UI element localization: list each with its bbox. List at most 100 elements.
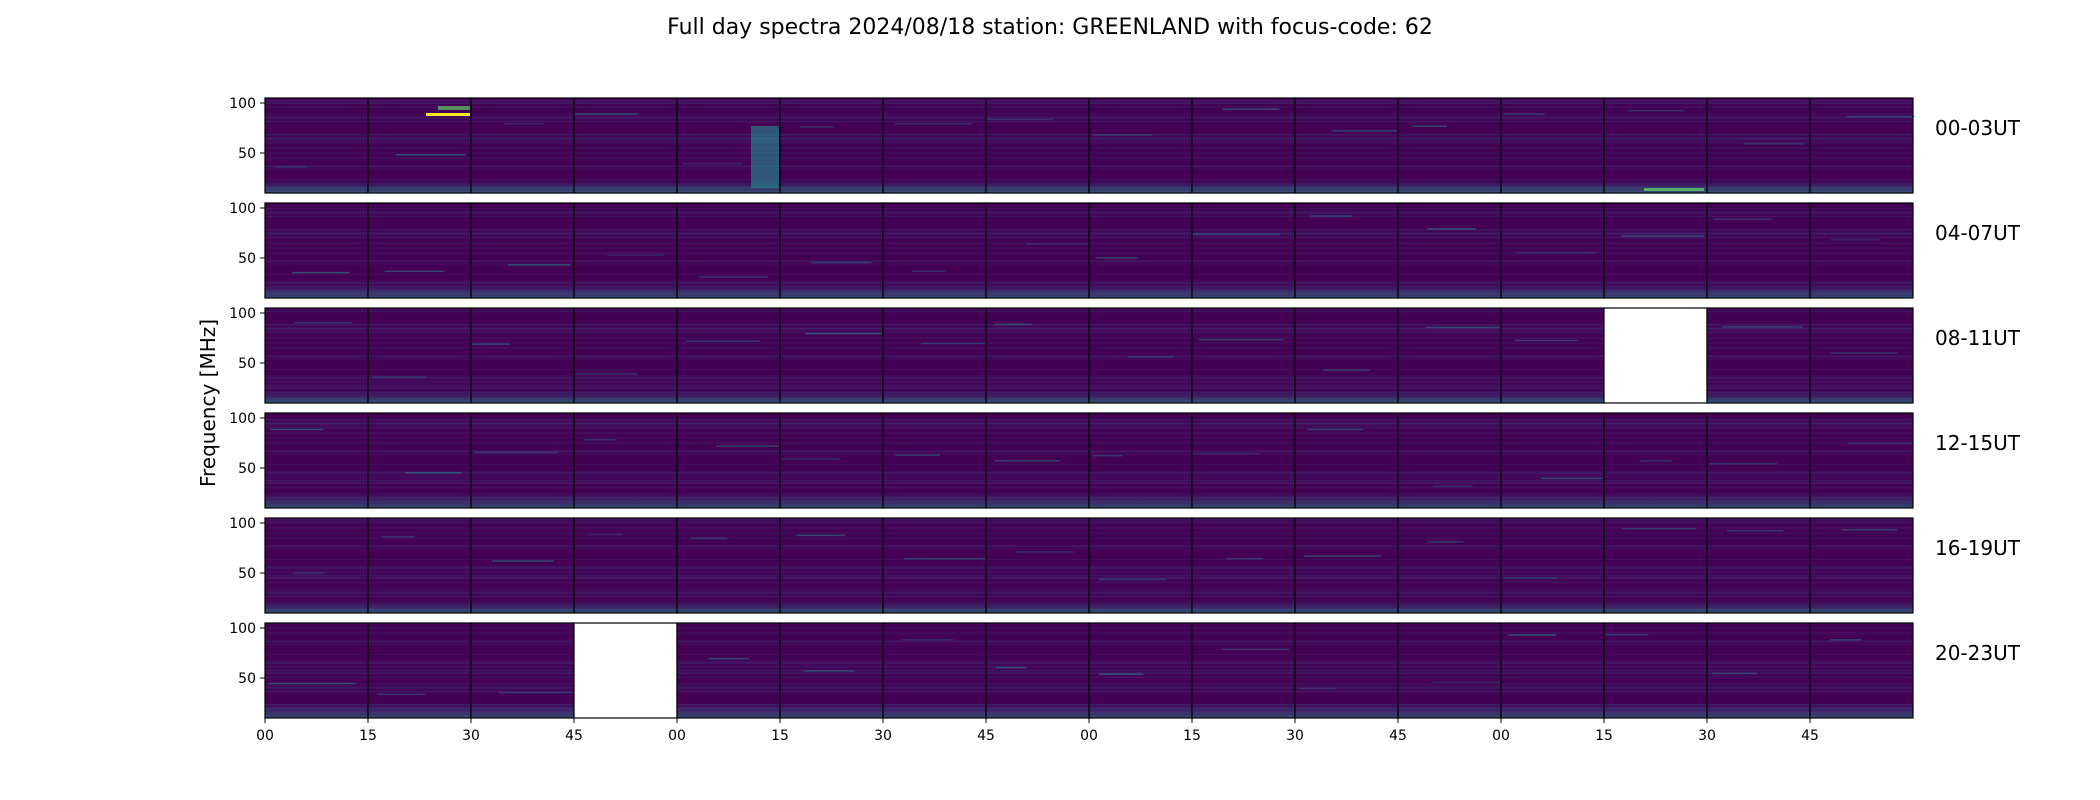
spectrogram-panel xyxy=(1192,308,1295,403)
spectrogram-panel xyxy=(1295,203,1398,298)
low-frequency-band xyxy=(1295,494,1398,508)
spectrogram-panel xyxy=(1295,413,1398,508)
signal-streak xyxy=(1093,134,1153,136)
low-frequency-band xyxy=(780,599,883,613)
low-frequency-band xyxy=(986,494,1089,508)
low-frequency-band xyxy=(677,284,780,298)
y-tick-label: 100 xyxy=(229,201,256,217)
spectrogram-panel xyxy=(1810,413,1913,508)
signal-streak xyxy=(1307,428,1364,431)
low-frequency-band xyxy=(1295,284,1398,298)
low-frequency-band xyxy=(1398,284,1501,298)
panel-frame xyxy=(1809,622,1914,719)
signal-streak xyxy=(708,657,749,660)
signal-streak xyxy=(575,373,638,375)
spectrogram-panel xyxy=(1810,623,1913,718)
signal-streak xyxy=(404,472,462,474)
spectrogram-panel xyxy=(471,413,574,508)
signal-streak xyxy=(377,693,426,695)
row-time-label: 04-07UT xyxy=(1935,221,2021,245)
spectrogram-panel xyxy=(574,308,677,403)
signal-streak xyxy=(507,264,571,266)
spectrogram-panel xyxy=(1089,308,1192,403)
y-axis-label: Frequency [MHz] xyxy=(196,319,220,487)
signal-streak xyxy=(292,271,350,274)
spectrogram-panel xyxy=(780,203,883,298)
spectrogram-panel xyxy=(883,518,986,613)
spectrogram-panel xyxy=(265,308,368,403)
signal-streak xyxy=(275,166,308,168)
signal-streak xyxy=(799,126,834,128)
low-frequency-band xyxy=(574,599,677,613)
low-frequency-band xyxy=(1089,704,1192,718)
low-frequency-band xyxy=(780,389,883,403)
signal-streak xyxy=(1743,143,1805,145)
x-tick-label: 00 xyxy=(1080,728,1098,744)
low-frequency-band xyxy=(1810,284,1913,298)
x-tick-label: 30 xyxy=(1698,728,1716,744)
signal-streak xyxy=(492,560,555,562)
spectra-row: 100 50 00-03UT xyxy=(229,96,2021,194)
spectrogram-panel xyxy=(780,518,883,613)
signal-streak xyxy=(498,691,581,694)
low-frequency-band xyxy=(677,494,780,508)
low-frequency-band xyxy=(986,179,1089,193)
low-frequency-band xyxy=(265,284,368,298)
signal-streak xyxy=(1709,463,1778,465)
signal-streak xyxy=(903,557,988,560)
signal-streak xyxy=(1628,109,1685,112)
signal-streak xyxy=(911,270,945,272)
signal-streak xyxy=(1427,228,1476,230)
signal-streak xyxy=(1015,551,1074,553)
spectrogram-panel xyxy=(265,203,368,298)
low-frequency-band xyxy=(1707,284,1810,298)
row-time-label: 20-23UT xyxy=(1935,641,2021,665)
signal-streak xyxy=(796,534,846,537)
spectra-row: 100 50 20-23UT xyxy=(229,621,2021,719)
signal-streak xyxy=(900,638,954,641)
low-frequency-band xyxy=(780,704,883,718)
spectrogram-panel xyxy=(1295,308,1398,403)
x-tick-label: 45 xyxy=(1801,728,1819,744)
signal-streak xyxy=(1298,687,1337,690)
spectrogram-panel xyxy=(574,98,677,193)
spectrogram-panel xyxy=(265,623,368,718)
spectrogram-panel xyxy=(1192,203,1295,298)
low-frequency-band xyxy=(471,494,574,508)
x-tick-label: 30 xyxy=(1286,728,1304,744)
spectrogram-panel xyxy=(1810,518,1913,613)
low-frequency-band xyxy=(883,389,986,403)
spectrogram-panel xyxy=(265,98,368,193)
spectra-row: 100 50 08-11UT xyxy=(229,306,2021,404)
spectrogram-panel xyxy=(1604,413,1707,508)
x-tick-label: 00 xyxy=(1492,728,1510,744)
low-frequency-band xyxy=(574,179,677,193)
signal-streak xyxy=(1226,557,1264,560)
low-frequency-band xyxy=(1398,494,1501,508)
low-frequency-band xyxy=(1398,389,1501,403)
low-frequency-band xyxy=(780,284,883,298)
low-frequency-band xyxy=(368,599,471,613)
low-frequency-band xyxy=(1707,704,1810,718)
signal-streak xyxy=(1722,326,1803,328)
spectrogram-panel xyxy=(780,623,883,718)
low-frequency-band xyxy=(368,494,471,508)
low-frequency-band xyxy=(1192,599,1295,613)
spectrogram-panel xyxy=(574,203,677,298)
spectrogram-panel xyxy=(986,203,1089,298)
low-frequency-band xyxy=(1295,704,1398,718)
spectrogram-panel xyxy=(574,518,677,613)
low-frequency-band xyxy=(1192,284,1295,298)
spectrogram-panel xyxy=(471,203,574,298)
signal-streak xyxy=(920,342,1000,345)
low-frequency-band xyxy=(471,389,574,403)
spectrogram-panel xyxy=(1707,623,1810,718)
spectrogram-panel xyxy=(883,203,986,298)
signal-streak xyxy=(1310,215,1352,217)
low-frequency-band xyxy=(471,284,574,298)
panel-frame xyxy=(1809,202,1914,299)
signal-streak xyxy=(1092,454,1123,457)
low-frequency-band xyxy=(986,704,1089,718)
y-tick-label: 100 xyxy=(229,96,256,112)
signal-streak xyxy=(474,451,558,454)
